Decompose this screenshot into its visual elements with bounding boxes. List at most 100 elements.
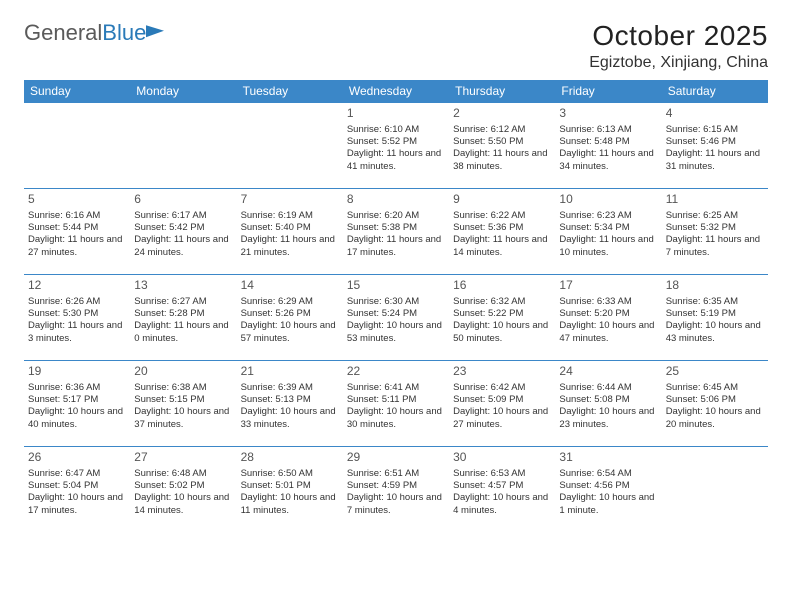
day-number: 12: [28, 278, 126, 294]
calendar-day: 25 Sunrise: 6:45 AMSunset: 5:06 PMDayligh…: [662, 361, 768, 447]
day-number: 19: [28, 364, 126, 380]
calendar-day: 20 Sunrise: 6:38 AMSunset: 5:15 PMDayligh…: [130, 361, 236, 447]
day-number: 21: [241, 364, 339, 380]
calendar-week: 12 Sunrise: 6:26 AMSunset: 5:30 PMDayligh…: [24, 275, 768, 361]
calendar-day: 8 Sunrise: 6:20 AMSunset: 5:38 PMDaylight…: [343, 189, 449, 275]
calendar-day: 16 Sunrise: 6:32 AMSunset: 5:22 PMDayligh…: [449, 275, 555, 361]
calendar-day: 10Sunrise: 6:23 AMSunset: 5:34 PMDayligh…: [555, 189, 661, 275]
calendar-day-empty: [662, 447, 768, 533]
day-info: Sunrise: 6:44 AMSunset: 5:08 PMDaylight:…: [559, 382, 657, 431]
day-number: 6: [134, 192, 232, 208]
logo-triangle-icon: [146, 23, 164, 38]
calendar-day: 28 Sunrise: 6:50 AMSunset: 5:01 PMDayligh…: [237, 447, 343, 533]
day-header-row: SundayMondayTuesdayWednesdayThursdayFrid…: [24, 80, 768, 103]
day-info: Sunrise: 6:16 AMSunset: 5:44 PMDaylight:…: [28, 210, 126, 259]
day-number: 23: [453, 364, 551, 380]
day-info: Sunrise: 6:35 AMSunset: 5:19 PMDaylight:…: [666, 296, 764, 345]
day-info: Sunrise: 6:20 AMSunset: 5:38 PMDaylight:…: [347, 210, 445, 259]
calendar-day: 2Sunrise: 6:12 AMSunset: 5:50 PMDaylight…: [449, 103, 555, 189]
day-info: Sunrise: 6:12 AMSunset: 5:50 PMDaylight:…: [453, 124, 551, 173]
day-info: Sunrise: 6:41 AMSunset: 5:11 PMDaylight:…: [347, 382, 445, 431]
calendar-day-empty: [130, 103, 236, 189]
day-number: 22: [347, 364, 445, 380]
calendar-day: 23 Sunrise: 6:42 AMSunset: 5:09 PMDayligh…: [449, 361, 555, 447]
day-number: 5: [28, 192, 126, 208]
day-number: 17: [559, 278, 657, 294]
calendar-day: 21 Sunrise: 6:39 AMSunset: 5:13 PMDayligh…: [237, 361, 343, 447]
day-info: Sunrise: 6:29 AMSunset: 5:26 PMDaylight:…: [241, 296, 339, 345]
day-header: Saturday: [662, 80, 768, 103]
calendar-day: 29 Sunrise: 6:51 AMSunset: 4:59 PMDayligh…: [343, 447, 449, 533]
day-info: Sunrise: 6:53 AMSunset: 4:57 PMDaylight:…: [453, 468, 551, 517]
day-info: Sunrise: 6:26 AMSunset: 5:30 PMDaylight:…: [28, 296, 126, 345]
day-number: 11: [666, 192, 764, 208]
day-header: Monday: [130, 80, 236, 103]
logo: GeneralBlue: [24, 20, 164, 46]
logo-text: GeneralBlue: [24, 20, 146, 46]
day-info: Sunrise: 6:51 AMSunset: 4:59 PMDaylight:…: [347, 468, 445, 517]
day-header: Tuesday: [237, 80, 343, 103]
calendar-day: 3Sunrise: 6:13 AMSunset: 5:48 PMDaylight…: [555, 103, 661, 189]
day-info: Sunrise: 6:36 AMSunset: 5:17 PMDaylight:…: [28, 382, 126, 431]
month-title: October 2025: [589, 20, 768, 52]
calendar-page: GeneralBlue October 2025 Egiztobe, Xinji…: [0, 0, 792, 553]
location: Egiztobe, Xinjiang, China: [589, 54, 768, 72]
day-info: Sunrise: 6:32 AMSunset: 5:22 PMDaylight:…: [453, 296, 551, 345]
day-number: 29: [347, 450, 445, 466]
day-number: 8: [347, 192, 445, 208]
day-number: 10: [559, 192, 657, 208]
calendar-day: 1 Sunrise: 6:10 AMSunset: 5:52 PMDaylight…: [343, 103, 449, 189]
calendar-table: SundayMondayTuesdayWednesdayThursdayFrid…: [24, 80, 768, 533]
day-info: Sunrise: 6:47 AMSunset: 5:04 PMDaylight:…: [28, 468, 126, 517]
day-info: Sunrise: 6:22 AMSunset: 5:36 PMDaylight:…: [453, 210, 551, 259]
day-info: Sunrise: 6:39 AMSunset: 5:13 PMDaylight:…: [241, 382, 339, 431]
day-number: 20: [134, 364, 232, 380]
header-row: GeneralBlue October 2025 Egiztobe, Xinji…: [24, 20, 768, 72]
calendar-day: 4 Sunrise: 6:15 AMSunset: 5:46 PMDaylight…: [662, 103, 768, 189]
calendar-day: 22 Sunrise: 6:41 AMSunset: 5:11 PMDayligh…: [343, 361, 449, 447]
title-block: October 2025 Egiztobe, Xinjiang, China: [589, 20, 768, 72]
calendar-body: 1 Sunrise: 6:10 AMSunset: 5:52 PMDaylight…: [24, 103, 768, 533]
day-number: 28: [241, 450, 339, 466]
day-number: 4: [666, 106, 764, 122]
day-header: Friday: [555, 80, 661, 103]
day-info: Sunrise: 6:45 AMSunset: 5:06 PMDaylight:…: [666, 382, 764, 431]
day-info: Sunrise: 6:33 AMSunset: 5:20 PMDaylight:…: [559, 296, 657, 345]
calendar-day: 30 Sunrise: 6:53 AMSunset: 4:57 PMDayligh…: [449, 447, 555, 533]
calendar-day: 17 Sunrise: 6:33 AMSunset: 5:20 PMDayligh…: [555, 275, 661, 361]
day-header: Sunday: [24, 80, 130, 103]
day-number: 15: [347, 278, 445, 294]
day-header: Wednesday: [343, 80, 449, 103]
day-info: Sunrise: 6:42 AMSunset: 5:09 PMDaylight:…: [453, 382, 551, 431]
calendar-day: 27 Sunrise: 6:48 AMSunset: 5:02 PMDayligh…: [130, 447, 236, 533]
day-number: 1: [347, 106, 445, 122]
day-number: 18: [666, 278, 764, 294]
day-info: Sunrise: 6:25 AMSunset: 5:32 PMDaylight:…: [666, 210, 764, 259]
day-info: Sunrise: 6:38 AMSunset: 5:15 PMDaylight:…: [134, 382, 232, 431]
day-header: Thursday: [449, 80, 555, 103]
day-number: 16: [453, 278, 551, 294]
day-number: 27: [134, 450, 232, 466]
day-info: Sunrise: 6:27 AMSunset: 5:28 PMDaylight:…: [134, 296, 232, 345]
day-info: Sunrise: 6:10 AMSunset: 5:52 PMDaylight:…: [347, 124, 445, 173]
day-info: Sunrise: 6:54 AMSunset: 4:56 PMDaylight:…: [559, 468, 657, 517]
calendar-day-empty: [24, 103, 130, 189]
day-number: 30: [453, 450, 551, 466]
calendar-week: 19 Sunrise: 6:36 AMSunset: 5:17 PMDayligh…: [24, 361, 768, 447]
calendar-day: 12 Sunrise: 6:26 AMSunset: 5:30 PMDayligh…: [24, 275, 130, 361]
day-number: 25: [666, 364, 764, 380]
calendar-day: 15 Sunrise: 6:30 AMSunset: 5:24 PMDayligh…: [343, 275, 449, 361]
calendar-day-empty: [237, 103, 343, 189]
day-info: Sunrise: 6:30 AMSunset: 5:24 PMDaylight:…: [347, 296, 445, 345]
day-info: Sunrise: 6:48 AMSunset: 5:02 PMDaylight:…: [134, 468, 232, 517]
calendar-week: 26Sunrise: 6:47 AMSunset: 5:04 PMDayligh…: [24, 447, 768, 533]
day-info: Sunrise: 6:15 AMSunset: 5:46 PMDaylight:…: [666, 124, 764, 173]
calendar-day: 31Sunrise: 6:54 AMSunset: 4:56 PMDayligh…: [555, 447, 661, 533]
calendar-day: 5 Sunrise: 6:16 AMSunset: 5:44 PMDaylight…: [24, 189, 130, 275]
calendar-week: 5 Sunrise: 6:16 AMSunset: 5:44 PMDaylight…: [24, 189, 768, 275]
day-number: 3: [559, 106, 657, 122]
day-number: 14: [241, 278, 339, 294]
calendar-day: 6Sunrise: 6:17 AMSunset: 5:42 PMDaylight…: [130, 189, 236, 275]
day-info: Sunrise: 6:50 AMSunset: 5:01 PMDaylight:…: [241, 468, 339, 517]
day-number: 13: [134, 278, 232, 294]
